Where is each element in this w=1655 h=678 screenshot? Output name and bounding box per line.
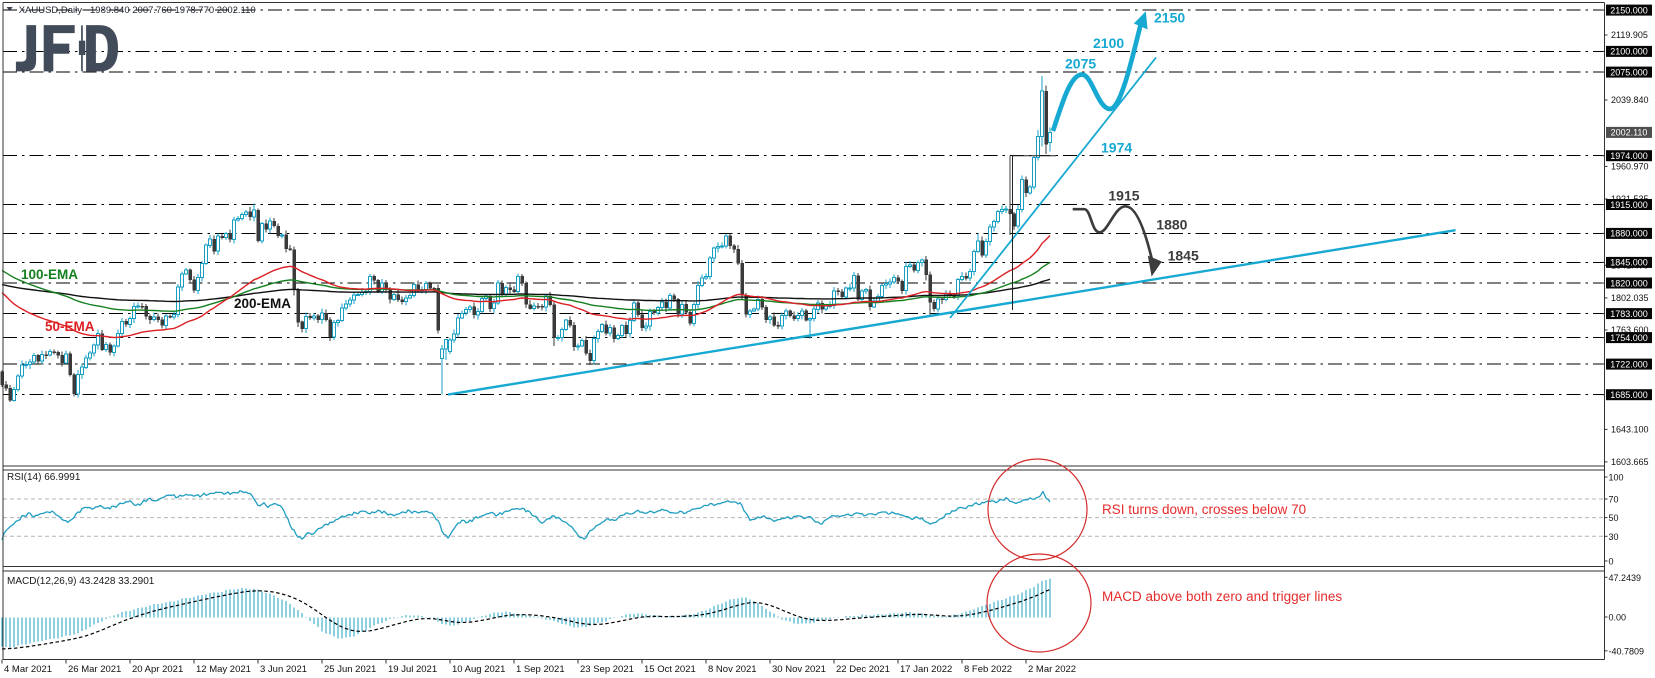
svg-text:30: 30	[1609, 532, 1619, 542]
svg-text:1960.970: 1960.970	[1611, 162, 1649, 172]
svg-text:1685.000: 1685.000	[1610, 390, 1648, 400]
svg-text:23 Sep 2021: 23 Sep 2021	[580, 664, 634, 675]
svg-text:1989.840 2007.760 1978.770 200: 1989.840 2007.760 1978.770 2002.110	[90, 5, 256, 16]
svg-text:0.00: 0.00	[1609, 613, 1627, 623]
svg-text:1603.665: 1603.665	[1611, 457, 1649, 467]
svg-text:2150.000: 2150.000	[1610, 5, 1648, 15]
svg-text:RSI turns down, crosses below: RSI turns down, crosses below 70	[1102, 502, 1306, 517]
svg-text:26 Mar 2021: 26 Mar 2021	[68, 664, 121, 675]
svg-text:RSI(14) 66.9991: RSI(14) 66.9991	[7, 472, 81, 483]
svg-text:200-EMA: 200-EMA	[234, 296, 291, 311]
svg-text:50-EMA: 50-EMA	[45, 319, 95, 334]
svg-text:1820.000: 1820.000	[1610, 278, 1648, 288]
svg-text:1880: 1880	[1156, 217, 1187, 233]
svg-text:MACD above both zero and trigg: MACD above both zero and trigger lines	[1102, 589, 1342, 604]
svg-text:19 Jul 2021: 19 Jul 2021	[388, 664, 437, 675]
svg-text:12 May 2021: 12 May 2021	[196, 664, 251, 675]
svg-text:1754.000: 1754.000	[1610, 333, 1648, 343]
svg-text:47.2439: 47.2439	[1609, 573, 1642, 583]
svg-text:30 Nov 2021: 30 Nov 2021	[772, 664, 826, 675]
svg-text:8 Nov 2021: 8 Nov 2021	[708, 664, 757, 675]
svg-text:1643.100: 1643.100	[1611, 425, 1649, 435]
svg-text:17 Jan 2022: 17 Jan 2022	[900, 664, 952, 675]
svg-text:2039.840: 2039.840	[1611, 95, 1649, 105]
svg-text:4 Mar 2021: 4 Mar 2021	[4, 664, 52, 675]
svg-text:1974: 1974	[1101, 140, 1132, 156]
svg-text:2002.110: 2002.110	[1611, 128, 1648, 138]
svg-text:2100: 2100	[1093, 35, 1124, 51]
svg-text:1845: 1845	[1168, 247, 1199, 263]
svg-text:20 Apr 2021: 20 Apr 2021	[132, 664, 183, 675]
svg-text:1802.035: 1802.035	[1611, 293, 1649, 303]
svg-text:8 Feb 2022: 8 Feb 2022	[964, 664, 1012, 675]
svg-text:70: 70	[1609, 495, 1619, 505]
svg-text:2 Mar 2022: 2 Mar 2022	[1028, 664, 1076, 675]
svg-text:1783.000: 1783.000	[1610, 309, 1648, 319]
svg-text:1845.000: 1845.000	[1610, 258, 1648, 268]
svg-text:1763.600: 1763.600	[1611, 325, 1649, 335]
svg-text:2150: 2150	[1154, 10, 1185, 26]
svg-text:50: 50	[1609, 513, 1619, 523]
svg-text:1722.000: 1722.000	[1610, 359, 1648, 369]
svg-text:2119.905: 2119.905	[1611, 30, 1648, 40]
svg-text:0: 0	[1609, 557, 1614, 567]
svg-text:2100.000: 2100.000	[1610, 47, 1648, 57]
svg-text:1 Sep 2021: 1 Sep 2021	[516, 664, 565, 675]
svg-text:25 Jun 2021: 25 Jun 2021	[324, 664, 376, 675]
svg-text:1880.000: 1880.000	[1610, 229, 1648, 239]
svg-text:1915: 1915	[1108, 187, 1139, 203]
svg-text:22 Dec 2021: 22 Dec 2021	[836, 664, 890, 675]
svg-text:100: 100	[1609, 473, 1624, 483]
svg-text:-40.7809: -40.7809	[1609, 646, 1645, 656]
svg-text:3 Jun 2021: 3 Jun 2021	[260, 664, 307, 675]
svg-text:15 Oct 2021: 15 Oct 2021	[644, 664, 696, 675]
svg-text:2075: 2075	[1065, 56, 1096, 72]
svg-text:1974.000: 1974.000	[1610, 151, 1648, 161]
svg-text:2075.000: 2075.000	[1610, 67, 1648, 77]
svg-text:MACD(12,26,9) 43.2428 33.2901: MACD(12,26,9) 43.2428 33.2901	[7, 576, 155, 587]
svg-text:100-EMA: 100-EMA	[21, 267, 78, 282]
svg-text:XAUUSD,Daily: XAUUSD,Daily	[19, 5, 83, 16]
svg-text:1915.000: 1915.000	[1610, 200, 1648, 210]
svg-text:10 Aug 2021: 10 Aug 2021	[452, 664, 505, 675]
